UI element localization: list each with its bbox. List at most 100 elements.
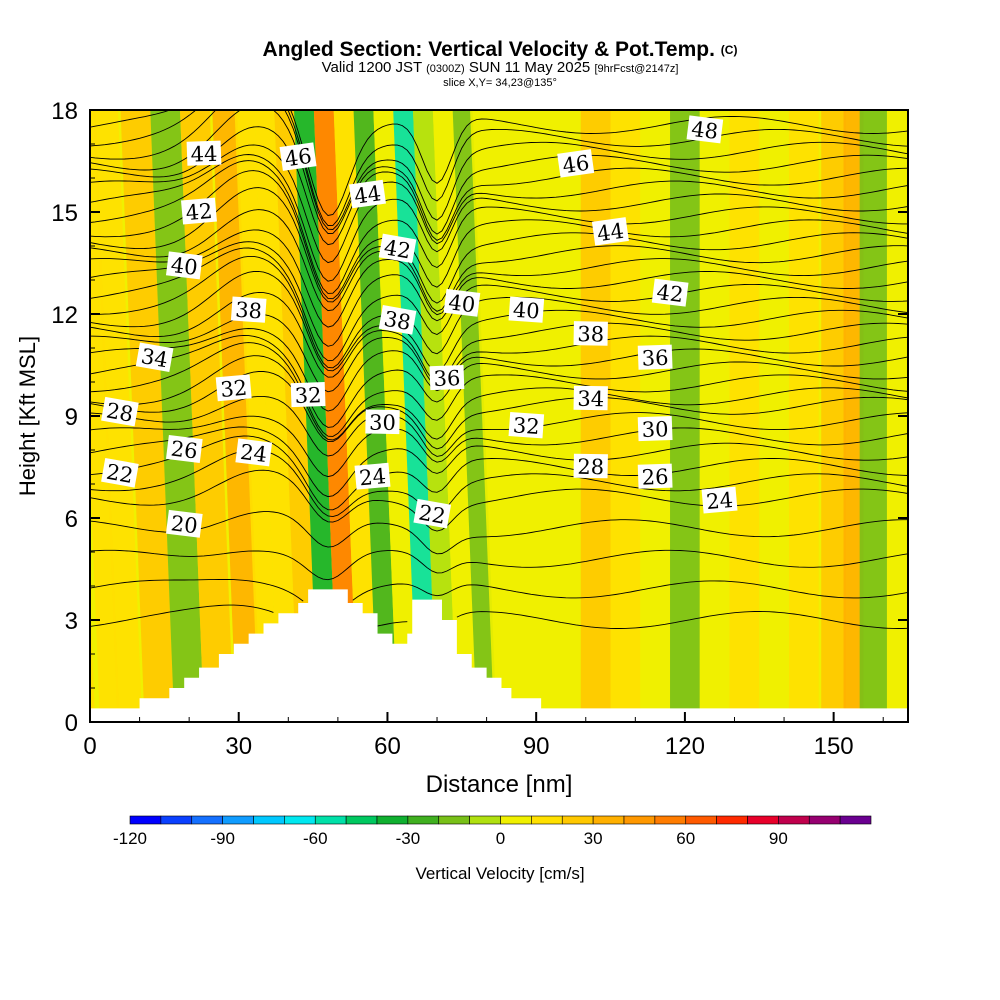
terrain-fill: [90, 589, 908, 722]
colorbar-swatch: [314, 815, 347, 825]
contour-label-text: 24: [705, 488, 734, 514]
contour-label-box: [573, 453, 608, 479]
contour-label-box: [508, 412, 545, 439]
potential-temperature-contours: [90, 110, 908, 629]
velocity-column: [789, 110, 819, 722]
colorbar-swatch: [654, 815, 687, 825]
contour-label-text: 32: [512, 413, 540, 439]
contour-labels: 44 46 44 46 48 42 44 42 40 42 38 38 40 40 38 36 34 36 32 32…: [101, 115, 738, 538]
velocity-column: [120, 110, 175, 722]
colorbar-swatch: [160, 815, 193, 825]
chart-title: Angled Section: Vertical Velocity & Pot.…: [0, 38, 1000, 62]
theta-contour: [90, 291, 908, 383]
chart-subtitle: Valid 1200 JST (0300Z) SUN 11 May 2025 […: [0, 60, 1000, 77]
contour-label-text: 38: [382, 307, 412, 335]
contour-label-text: 44: [596, 219, 626, 246]
theta-contour: [90, 154, 908, 282]
theta-contour: [90, 110, 908, 226]
contour-label: 46: [279, 142, 317, 171]
contour-label: 34: [135, 342, 174, 372]
contour-label-box: [165, 509, 203, 538]
contour-label: 40: [508, 296, 545, 324]
contour-label: 24: [235, 438, 273, 467]
valid-time-utc: (0300Z): [426, 63, 465, 75]
contour-label-text: 38: [577, 322, 604, 346]
velocity-column: [670, 110, 700, 722]
contour-label: 38: [230, 296, 267, 324]
contour-label: 44: [186, 140, 222, 167]
colorbar-tick-label: 0: [496, 829, 505, 848]
velocity-column: [610, 110, 641, 722]
contour-label-box: [215, 374, 252, 402]
colorbar-swatch: [747, 815, 779, 825]
contour-label-text: 20: [169, 511, 198, 538]
colorbar-tick-label: -60: [303, 829, 328, 848]
contour-label: 38: [573, 321, 608, 347]
contour-label-box: [365, 409, 400, 435]
contour-label-text: 30: [641, 417, 669, 442]
contour-label: 22: [413, 498, 452, 529]
theta-contour: [90, 110, 908, 235]
colorbar-swatch: [808, 815, 841, 825]
colorbar-tick-label: -30: [396, 829, 421, 848]
contour-label-box: [378, 305, 417, 335]
colorbar-swatch: [376, 815, 409, 825]
contour-label-text: 28: [577, 455, 604, 479]
slice-info: slice X,Y= 34,23@135°: [443, 77, 557, 89]
contour-label: 22: [101, 458, 139, 488]
contour-label-text: 26: [169, 436, 198, 463]
terrain: [90, 589, 908, 722]
colorbar-swatch: [438, 815, 470, 825]
contour-label: 32: [508, 412, 545, 439]
contour-label-box: [180, 197, 217, 225]
theta-contour: [90, 469, 908, 532]
contour-label: 30: [365, 409, 400, 435]
theta-contour: [90, 144, 908, 264]
colorbar-tick-label: 60: [676, 829, 695, 848]
contour-label-box: [378, 233, 417, 264]
velocity-column: [413, 110, 457, 722]
theta-contour: [90, 229, 908, 328]
contour-label: 44: [591, 217, 629, 246]
theta-contour: [90, 435, 908, 511]
colorbar-swatch: [531, 815, 563, 825]
contour-label-box: [348, 179, 386, 209]
contour-label: 44: [348, 179, 386, 209]
y-tick-label: 18: [51, 98, 78, 125]
contour-label-box: [637, 344, 673, 370]
contour-label-text: 22: [104, 460, 134, 488]
colorbar-swatch: [284, 815, 316, 825]
contour-label-text: 26: [641, 465, 669, 490]
velocity-column: [333, 110, 378, 722]
contour-label-box: [413, 498, 452, 529]
contour-label-box: [101, 458, 139, 488]
contour-label-text: 32: [294, 383, 322, 408]
contour-label: 30: [637, 416, 673, 442]
colorbar-swatch: [592, 815, 625, 825]
velocity-column: [90, 595, 95, 722]
velocity-column: [729, 110, 760, 722]
contour-label-box: [230, 296, 267, 323]
valid-date: SUN 11 May 2025: [468, 59, 591, 76]
theta-contour: [90, 255, 908, 369]
colorbar-tick-label: 90: [769, 829, 788, 848]
colorbar-swatch: [191, 815, 223, 825]
contour-label-text: 40: [447, 290, 476, 317]
contour-label-box: [279, 142, 317, 171]
colorbar-swatch: [778, 815, 810, 825]
contour-label-box: [186, 140, 222, 166]
contour-label-text: 40: [512, 298, 540, 324]
y-tick-label: 12: [51, 302, 78, 329]
contour-label-text: 34: [577, 387, 604, 411]
y-axis-label: Height [Kft MSL]: [15, 336, 40, 496]
contour-label-box: [290, 382, 326, 408]
valid-time: Valid 1200 JST: [321, 59, 422, 76]
contour-label-box: [573, 385, 608, 411]
colorbar-swatch: [129, 815, 162, 825]
contour-label-text: 24: [239, 440, 268, 467]
colorbar-tick-label: 30: [584, 829, 603, 848]
x-tick-label: 90: [523, 733, 550, 760]
velocity-column: [212, 110, 262, 722]
theta-contour: [90, 241, 908, 347]
